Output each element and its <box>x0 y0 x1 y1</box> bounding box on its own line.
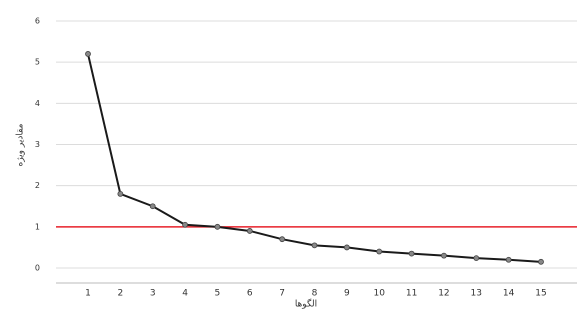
x-tick-label: 14 <box>503 289 515 299</box>
data-point <box>539 259 544 264</box>
y-tick-label: 5 <box>35 58 40 67</box>
x-tick-label: 3 <box>150 289 156 299</box>
data-point <box>377 249 382 254</box>
x-tick-label: 10 <box>373 289 385 299</box>
x-tick-label: 5 <box>215 289 221 299</box>
chart: الگوها مقادیر ویژه 012345612345678910111… <box>0 0 577 313</box>
x-tick-label: 4 <box>182 289 188 299</box>
y-axis-label: مقادیر ویژه <box>16 123 26 166</box>
x-tick-label: 7 <box>279 289 285 299</box>
data-point <box>215 224 220 229</box>
x-tick-label: 13 <box>471 289 482 299</box>
data-point <box>247 228 252 233</box>
data-point <box>409 251 414 256</box>
x-tick-label: 1 <box>85 289 91 299</box>
x-tick-label: 12 <box>438 289 449 299</box>
y-tick-label: 1 <box>35 222 40 231</box>
data-point <box>474 256 479 261</box>
y-tick-label: 2 <box>35 181 40 190</box>
y-tick-label: 0 <box>35 264 40 273</box>
data-point <box>150 204 155 209</box>
data-point <box>312 243 317 248</box>
data-point <box>86 51 91 56</box>
data-point <box>118 191 123 196</box>
data-line <box>88 54 541 262</box>
y-tick-label: 3 <box>35 140 40 149</box>
data-point <box>344 245 349 250</box>
x-tick-label: 15 <box>535 289 546 299</box>
x-axis-label: الگوها <box>295 298 317 310</box>
data-point <box>441 253 446 258</box>
x-tick-label: 8 <box>312 289 318 299</box>
y-tick-label: 6 <box>35 17 40 26</box>
data-point <box>183 222 188 227</box>
x-tick-label: 11 <box>406 289 417 299</box>
data-point <box>506 257 511 262</box>
data-point <box>280 237 285 242</box>
y-tick-label: 4 <box>35 99 40 108</box>
x-tick-label: 9 <box>344 289 350 299</box>
x-tick-label: 6 <box>247 289 253 299</box>
x-tick-label: 2 <box>117 289 123 299</box>
